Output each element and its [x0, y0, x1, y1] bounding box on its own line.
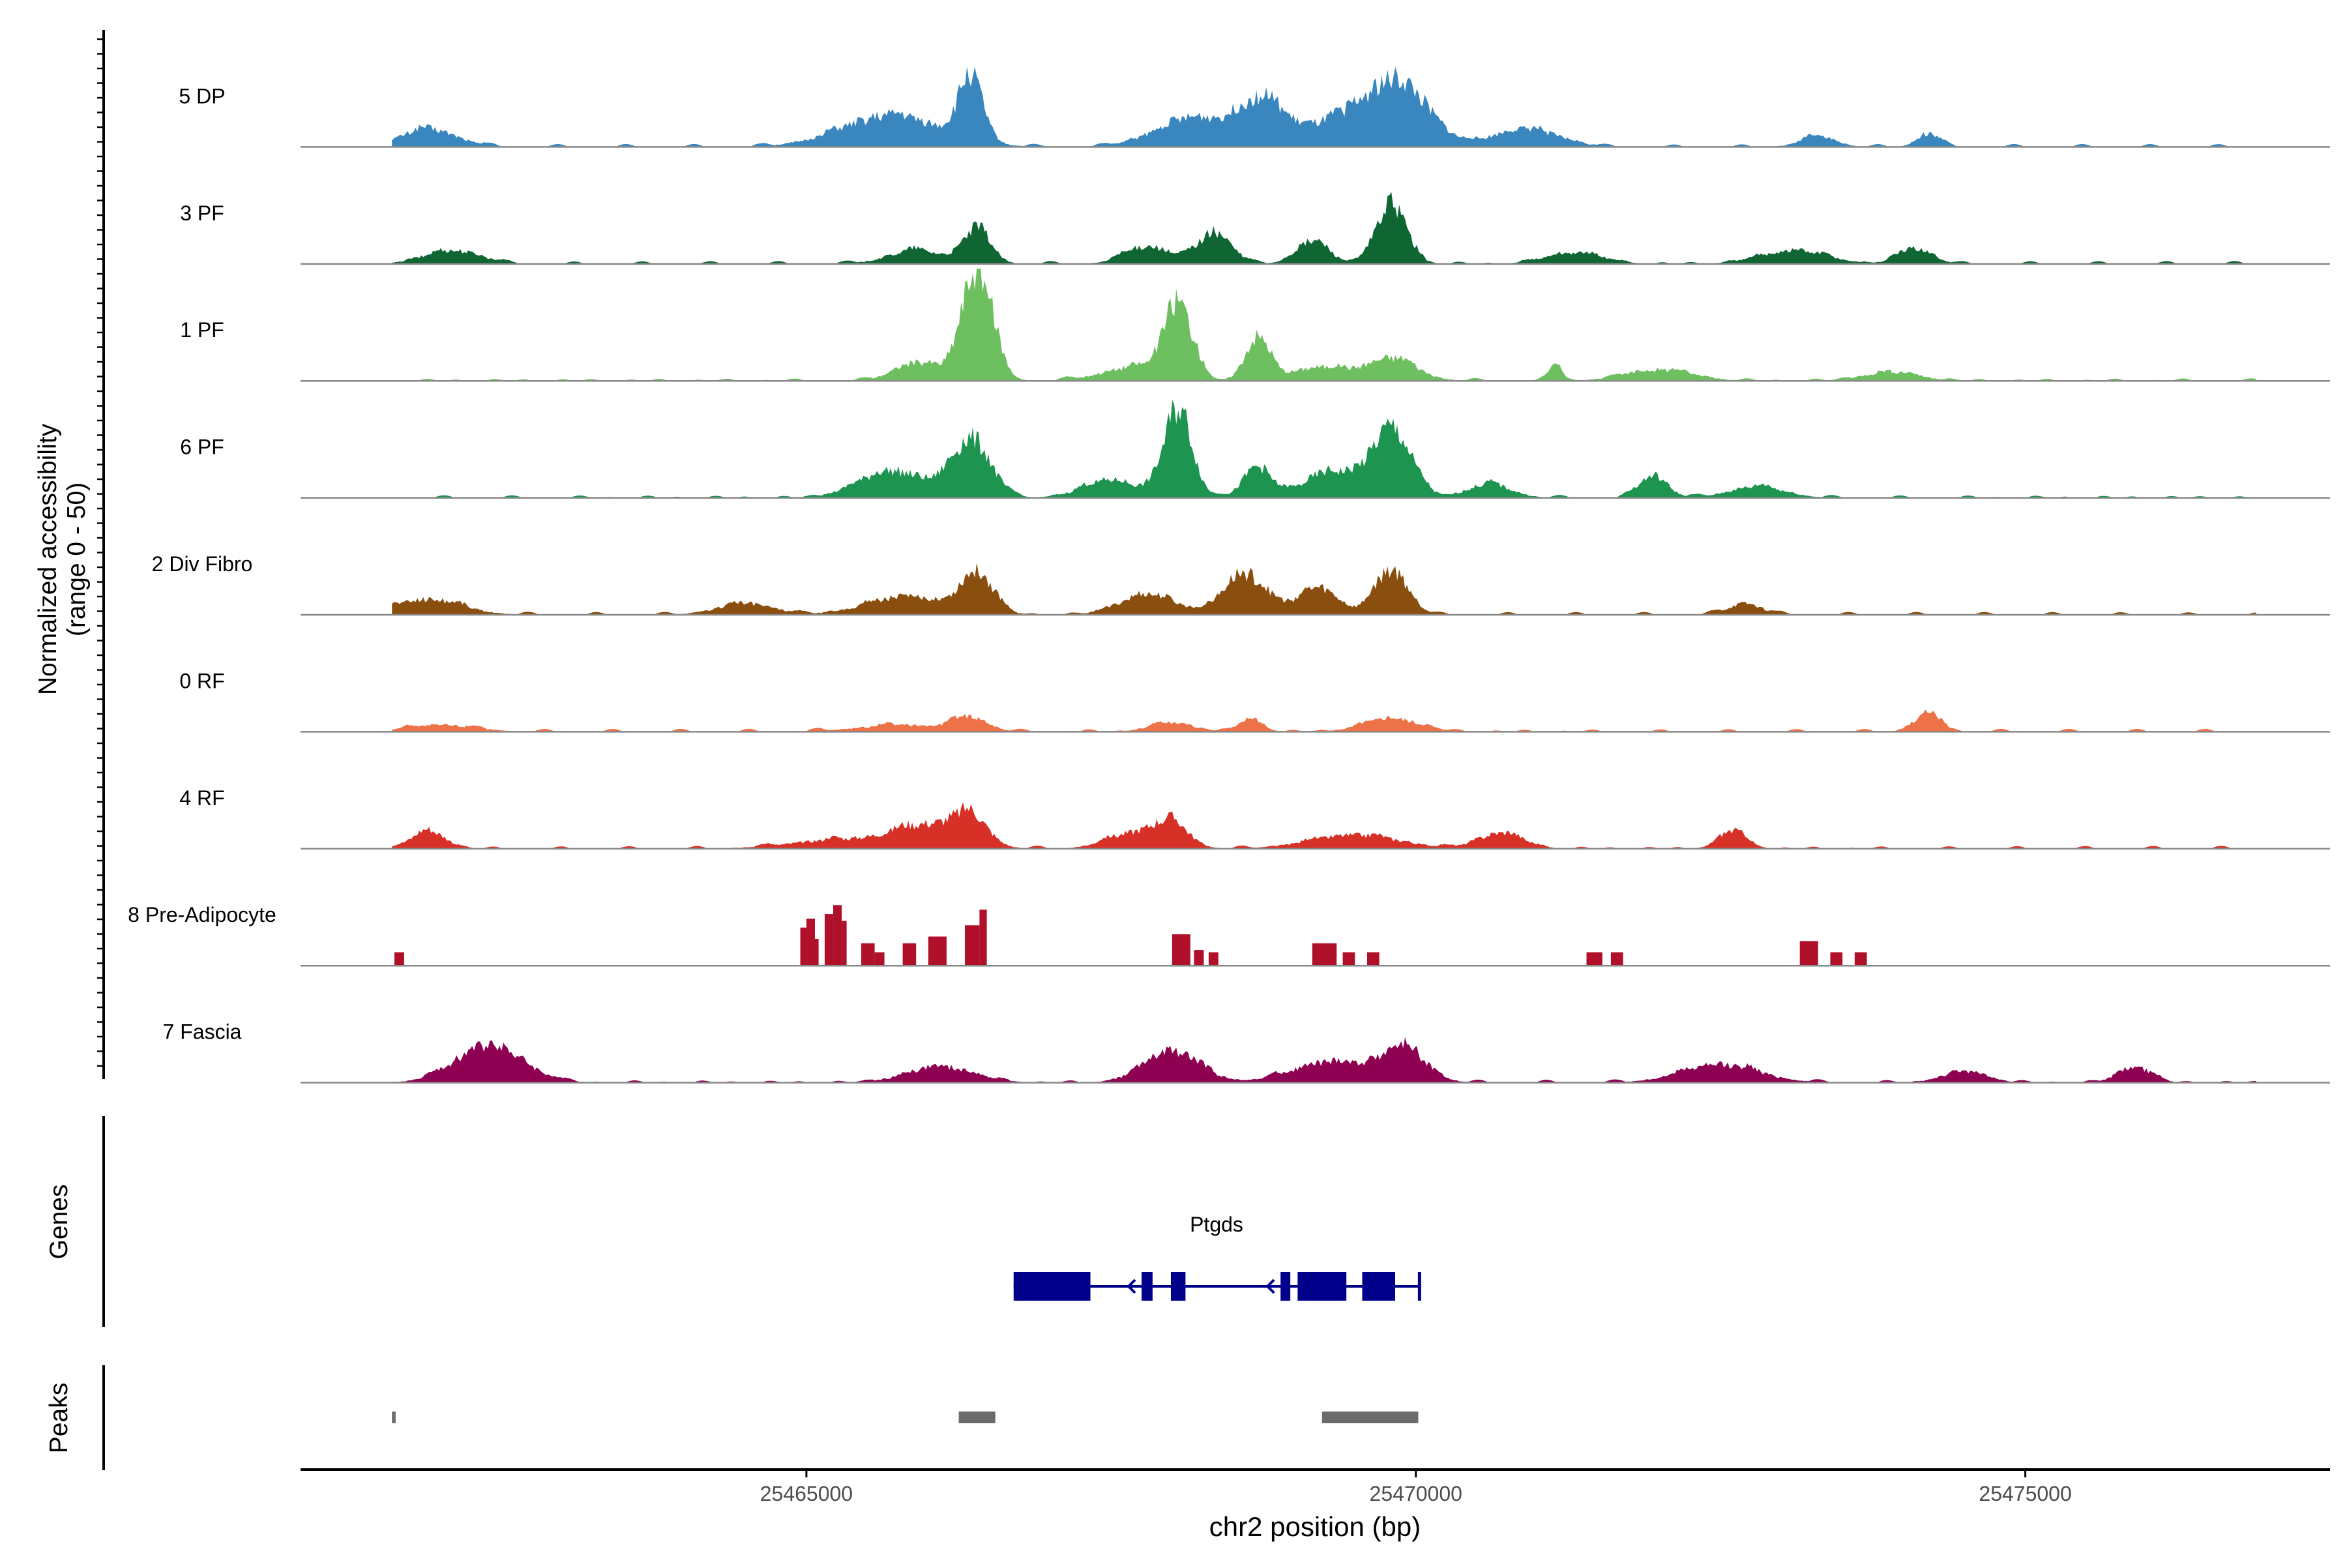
track-label: 4 RF	[179, 786, 224, 810]
gene-exon	[1013, 1272, 1091, 1301]
peaks-label: Peaks	[45, 1383, 73, 1453]
strand-arrow	[1127, 1279, 1136, 1294]
y-axis-label-line2: (range 0 - 50)	[63, 482, 91, 636]
track-4: 2 Div Fibro	[152, 552, 2330, 616]
coverage-bar	[806, 918, 816, 966]
track-7: 8 Pre-Adipocyte	[128, 903, 2330, 967]
y-axis-label-line1: Normalized accessibility	[34, 423, 62, 695]
coverage-bar	[1172, 934, 1190, 966]
coverage-bar	[1312, 943, 1337, 966]
coverage-area	[392, 1037, 2257, 1083]
coverage-bar	[800, 927, 806, 966]
coverage-bar	[815, 938, 819, 966]
track-8: 7 Fascia	[163, 1020, 2330, 1084]
peak-regions	[392, 1412, 1419, 1423]
track-label: 7 Fascia	[163, 1020, 242, 1044]
coverage-bar	[1366, 952, 1380, 966]
strand-arrow	[1265, 1279, 1275, 1294]
coverage-bar	[1194, 950, 1204, 966]
coverage-bar	[1208, 952, 1218, 966]
coverage-area	[392, 269, 2257, 381]
coverage-bar	[1854, 952, 1867, 966]
coverage-bar	[1342, 952, 1355, 966]
gene-exon	[1297, 1272, 1347, 1301]
x-tick-label: 25465000	[760, 1482, 853, 1505]
coverage-tracks: 5 DP 3 PF 1 PF 6 PF 2 Div Fibro 0 RF 4 RF 8 Pre…	[128, 66, 2330, 1084]
coverage-area	[392, 192, 2257, 264]
coverage-bar	[1799, 941, 1818, 966]
gene-exon	[1142, 1272, 1153, 1301]
x-axis-ticks: 25465000 25470000 25475000	[760, 1470, 2072, 1505]
coverage-bar	[842, 921, 847, 966]
peak-region	[958, 1412, 996, 1423]
coverage-bar	[824, 914, 834, 966]
coverage-bar	[394, 952, 404, 966]
track-label: 1 PF	[180, 318, 224, 342]
track-label: 2 Div Fibro	[152, 552, 253, 576]
coverage-bar	[833, 905, 842, 966]
x-tick-label: 25475000	[1979, 1482, 2071, 1505]
track-2: 1 PF	[180, 269, 2330, 382]
x-axis-label: chr2 position (bp)	[1209, 1511, 1421, 1542]
track-0: 5 DP	[179, 66, 2330, 148]
x-tick-label: 25470000	[1370, 1482, 1462, 1505]
coverage-area	[392, 400, 2257, 498]
coverage-area	[392, 66, 2257, 147]
track-label: 6 PF	[180, 436, 224, 459]
coverage-bar	[874, 952, 885, 966]
coverage-area	[392, 709, 2257, 732]
coverage-bar	[964, 925, 980, 966]
genes-label: Genes	[45, 1185, 73, 1260]
track-5: 0 RF	[179, 669, 2330, 733]
peak-region	[1321, 1412, 1419, 1423]
coverage-area	[392, 802, 2257, 849]
gene-model	[1013, 1272, 1421, 1301]
coverage-bar	[1610, 952, 1623, 966]
coverage-bar	[1830, 952, 1843, 966]
coverage-bar	[979, 910, 987, 966]
coverage-bar	[861, 943, 875, 966]
gene-name-label: Ptgds	[1190, 1213, 1243, 1236]
coverage-bar	[1586, 952, 1602, 966]
gene-exon	[1362, 1272, 1395, 1301]
coverage-bar	[902, 943, 917, 966]
track-label: 0 RF	[179, 669, 224, 692]
peak-region	[392, 1412, 396, 1423]
track-3: 6 PF	[180, 400, 2330, 499]
coverage-y-axis-ticks	[97, 38, 104, 1067]
gene-exon	[1170, 1272, 1186, 1301]
track-6: 4 RF	[179, 786, 2330, 850]
coverage-area	[392, 563, 2257, 615]
coverage-bar	[928, 936, 947, 966]
track-label: 3 PF	[180, 201, 224, 225]
track-1: 3 PF	[180, 192, 2330, 265]
track-label: 5 DP	[179, 84, 225, 108]
gene-exon	[1280, 1272, 1291, 1301]
track-label: 8 Pre-Adipocyte	[128, 903, 276, 926]
